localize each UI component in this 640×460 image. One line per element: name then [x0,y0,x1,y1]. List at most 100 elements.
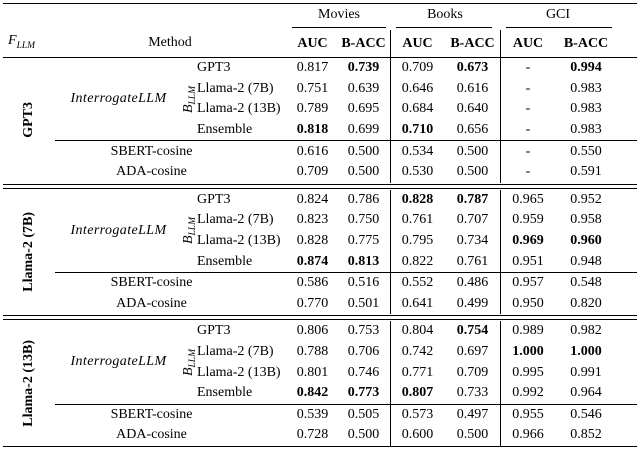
books-bacc: 0.707 [456,212,489,228]
column-divider [390,58,391,183]
b-llm-method: Llama-2 (7B) [197,344,274,360]
b-llm-method: Llama-2 (13B) [197,233,281,249]
books-bacc: 0.697 [456,344,489,360]
gci-auc: - [525,164,531,180]
gci-auc: 0.965 [512,191,544,207]
group-gpt3: GPT3 InterrogateLLM BLLM GPT3 0.817 0.73… [3,58,637,183]
gci-auc: 0.951 [512,253,544,269]
table-row: Ensemble 0.874 0.813 0.822 0.761 0.951 0… [197,251,637,272]
books-auc: 0.641 [401,295,434,311]
movies-bacc: 0.639 [347,80,380,96]
gci-auc: 0.957 [512,275,544,291]
column-group-books: Books [427,7,463,22]
group-model-label: GPT3 [21,102,36,139]
gci-bacc: 0.852 [570,427,602,443]
books-bacc: 0.673 [456,60,489,76]
books-bacc: 0.616 [456,80,489,96]
movies-auc: 0.586 [296,275,329,291]
movies-auc: 0.842 [296,385,329,401]
books-bacc: 0.640 [456,101,489,117]
books-auc: 0.710 [401,122,434,138]
movies-auc: 0.616 [296,143,329,159]
movies-bacc: 0.695 [347,101,380,117]
midrule [55,140,637,142]
books-bacc: 0.500 [456,164,489,180]
gci-auc: - [525,101,531,117]
table-row: GPT3 0.806 0.753 0.804 0.754 0.989 0.982 [197,321,637,342]
group-separator [3,315,637,321]
gci-auc: 0.955 [512,406,544,422]
movies-bacc: 0.813 [347,253,380,269]
books-auc: 0.684 [401,101,434,117]
gci-auc: - [525,122,531,138]
movies-auc: 0.828 [296,233,329,249]
movies-bacc: 0.746 [347,364,380,380]
baseline-method: SBERT-cosine [110,275,193,291]
results-table: Movies Books GCI FLLM Method AUC B-ACC A… [3,3,637,447]
table-row: GPT3 0.817 0.739 0.709 0.673 - 0.994 [197,58,637,79]
b-llm-rotated-label: BLLM [181,217,198,245]
movies-bacc: 0.775 [347,233,380,249]
table-row: Llama-2 (7B) 0.823 0.750 0.761 0.707 0.9… [197,210,637,231]
gci-bacc: 0.983 [570,101,602,117]
b-llm-method: GPT3 [197,323,231,339]
subheader-row: AUC B-ACC AUC B-ACC AUC B-ACC [288,36,616,52]
interrogate-llm-label: InterrogateLLM [70,354,167,370]
movies-bacc: 0.773 [347,385,380,401]
baseline-method: ADA-cosine [116,295,187,311]
movies-auc: 0.824 [296,191,329,207]
column-divider [390,321,391,446]
gci-auc-header: AUC [512,36,544,51]
table-row: GPT3 0.824 0.786 0.828 0.787 0.965 0.952 [197,190,637,211]
movies-auc: 0.801 [296,364,329,380]
gci-bacc: 0.820 [570,295,602,311]
books-auc-header: AUC [402,36,433,51]
gci-bacc: 0.548 [570,275,602,291]
gci-bacc: 0.994 [570,60,602,76]
books-bacc: 0.497 [456,406,489,422]
gci-bacc: 0.982 [570,323,602,339]
gci-auc: - [525,60,531,76]
movies-bacc: 0.500 [347,143,380,159]
b-llm-method: GPT3 [197,191,231,207]
baseline-method: SBERT-cosine [110,406,193,422]
books-auc: 0.804 [401,323,434,339]
group-model-label: Llama-2 (13B) [21,340,36,427]
gci-auc: 0.959 [512,212,544,228]
books-auc: 0.742 [401,344,434,360]
column-divider [390,30,391,57]
table-row: Llama-2 (7B) 0.751 0.639 0.646 0.616 - 0… [197,79,637,100]
gci-auc: 0.966 [512,427,544,443]
bottom-rule [3,445,637,447]
movies-auc: 0.874 [296,253,329,269]
movies-auc: 0.817 [296,60,329,76]
gci-bacc: 0.960 [570,233,602,249]
books-auc: 0.600 [401,427,434,443]
books-bacc: 0.733 [456,385,489,401]
books-auc: 0.709 [401,60,434,76]
column-divider [390,189,391,315]
gci-auc: - [525,80,531,96]
column-group-movies: Movies [318,7,360,22]
b-llm-rotated-label: BLLM [181,85,198,113]
gci-auc: - [525,143,531,159]
movies-bacc: 0.500 [347,164,380,180]
gci-bacc-header: B-ACC [563,36,609,51]
interrogate-llm-label: InterrogateLLM [70,91,167,107]
books-auc: 0.807 [401,385,434,401]
table-row: ADA-cosine 0.770 0.501 0.641 0.499 0.950… [55,294,637,315]
books-bacc: 0.656 [456,122,489,138]
interrogate-llm-label: InterrogateLLM [70,222,167,238]
group-llama2-13b: Llama-2 (13B) InterrogateLLM BLLM GPT3 0… [3,321,637,446]
books-bacc: 0.486 [456,275,489,291]
gci-auc: 0.950 [512,295,544,311]
gci-bacc: 0.991 [570,364,602,380]
column-group-gci: GCI [545,7,571,22]
books-auc: 0.552 [401,275,434,291]
b-llm-method: Ensemble [197,122,253,138]
books-bacc: 0.787 [456,191,489,207]
gci-bacc: 1.000 [570,344,602,360]
table-row: SBERT-cosine 0.539 0.505 0.573 0.497 0.9… [55,405,637,426]
books-auc: 0.534 [401,143,434,159]
